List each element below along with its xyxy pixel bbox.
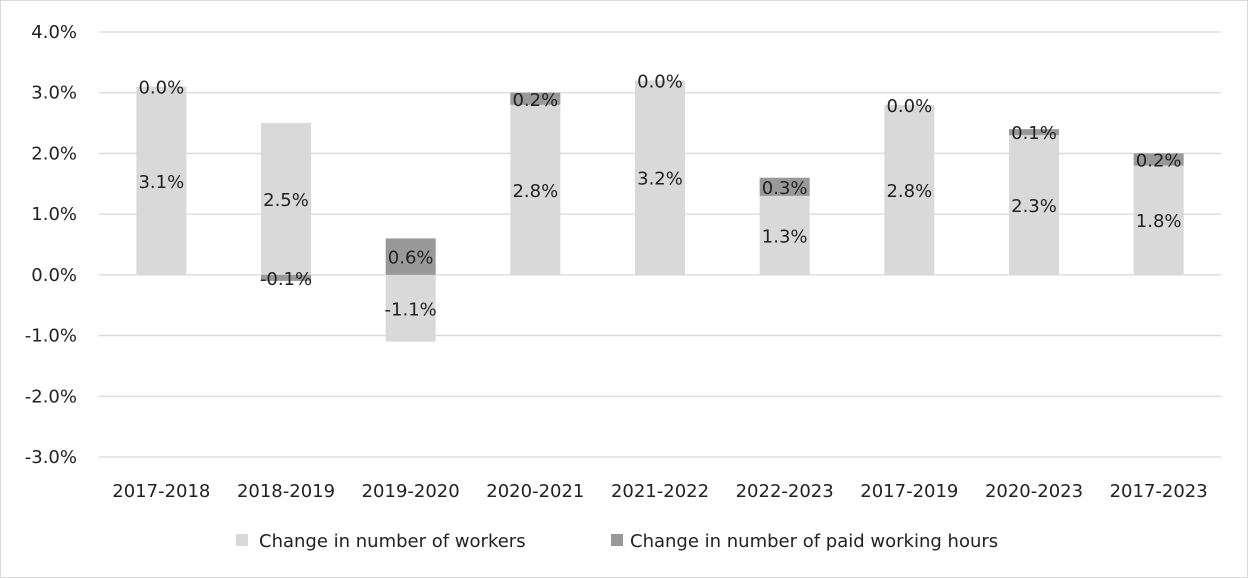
legend-swatch-workers	[236, 534, 248, 546]
bars	[136, 80, 1184, 342]
data-label-paid-hours: 0.6%	[388, 248, 434, 269]
data-label-workers: 2.5%	[263, 190, 309, 211]
x-tick-label: 2020-2023	[985, 481, 1083, 502]
y-tick-label: 3.0%	[31, 83, 77, 104]
data-label-paid-hours: 0.0%	[637, 72, 683, 93]
x-tick-label: 2021-2022	[611, 481, 709, 502]
y-tick-label: 0.0%	[31, 265, 77, 286]
bar-paid-hours	[1133, 153, 1184, 166]
data-label-workers: 3.1%	[138, 172, 184, 193]
data-label-paid-hours: 0.0%	[138, 78, 184, 99]
bar-workers	[759, 195, 810, 275]
data-label-workers: 2.8%	[886, 181, 932, 202]
data-label-paid-hours: 0.3%	[762, 178, 808, 199]
bar-paid-hours	[510, 92, 561, 105]
data-label-workers: 3.2%	[637, 169, 683, 190]
bar-paid-hours	[1009, 129, 1059, 136]
data-label-workers: 2.3%	[1011, 196, 1057, 217]
data-label-workers: 1.3%	[762, 226, 808, 247]
y-tick-label: -2.0%	[25, 386, 77, 407]
x-tick-label: 2019-2020	[362, 481, 460, 502]
legend: Change in number of workers Change in num…	[236, 531, 998, 552]
data-labels: 3.1% 0.0% 2.5% -0.1% -1.1% 0.6% 2.8% 0.2% 3.2% 0.…	[138, 72, 1181, 321]
x-tick-label: 2017-2019	[860, 481, 958, 502]
y-tick-label: 4.0%	[31, 22, 77, 43]
legend-label-paid-hours: Change in number of paid working hours	[630, 531, 998, 552]
x-tick-label: 2017-2023	[1110, 481, 1208, 502]
y-axis-tick-labels: 4.0% 3.0% 2.0% 1.0% 0.0% -1.0% -2.0% -3.0%	[25, 22, 77, 468]
data-label-workers: 2.8%	[512, 181, 558, 202]
bar-workers	[136, 86, 187, 275]
data-label-paid-hours: 0.2%	[512, 90, 558, 111]
bar-paid-hours	[759, 177, 810, 196]
data-label-workers: -1.1%	[385, 299, 437, 320]
y-tick-label: 2.0%	[31, 143, 77, 164]
bar-paid-hours	[385, 238, 436, 275]
data-label-workers: 1.8%	[1136, 211, 1182, 232]
data-label-paid-hours: 0.1%	[1011, 123, 1057, 144]
y-tick-label: 1.0%	[31, 204, 77, 225]
data-label-paid-hours: -0.1%	[260, 269, 312, 290]
x-tick-label: 2020-2021	[486, 481, 584, 502]
x-tick-label: 2018-2019	[237, 481, 335, 502]
bar-workers	[510, 104, 561, 275]
bar-workers	[635, 80, 685, 275]
data-label-paid-hours: 0.0%	[886, 96, 932, 117]
x-axis-tick-labels: 2017-2018 2018-2019 2019-2020 2020-2021 2021…	[112, 481, 1207, 502]
legend-swatch-paid-hours	[611, 534, 623, 546]
data-label-paid-hours: 0.2%	[1136, 151, 1182, 172]
bar-workers	[261, 123, 311, 275]
bar-workers	[1133, 165, 1184, 275]
legend-label-workers: Change in number of workers	[259, 531, 526, 552]
bar-paid-hours	[261, 274, 311, 281]
bar-workers	[1009, 135, 1059, 275]
x-tick-label: 2022-2023	[736, 481, 834, 502]
x-tick-label: 2017-2018	[112, 481, 210, 502]
bar-workers	[385, 274, 436, 342]
y-tick-label: -3.0%	[25, 447, 77, 468]
bar-workers	[884, 104, 935, 275]
y-tick-label: -1.0%	[25, 326, 77, 347]
